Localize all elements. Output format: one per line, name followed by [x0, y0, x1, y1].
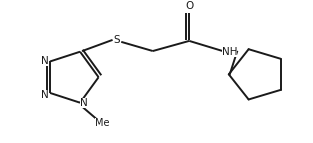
- Text: N: N: [80, 98, 88, 108]
- Text: O: O: [185, 1, 193, 11]
- Text: N: N: [41, 56, 49, 66]
- Text: Me: Me: [95, 118, 109, 128]
- Text: N: N: [41, 90, 49, 100]
- Text: NH: NH: [222, 47, 237, 57]
- Text: S: S: [113, 35, 120, 45]
